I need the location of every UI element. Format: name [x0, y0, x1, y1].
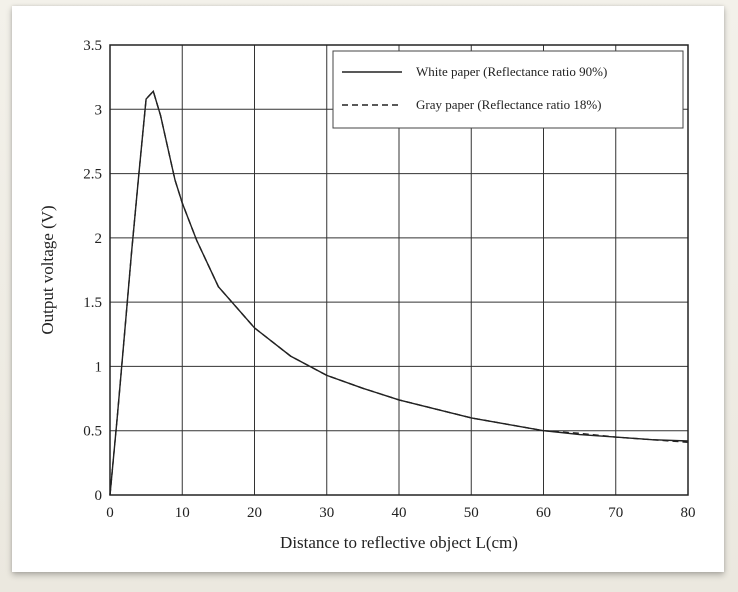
legend: White paper (Reflectance ratio 90%) Gray… — [332, 50, 684, 129]
legend-entry-gray-paper: Gray paper (Reflectance ratio 18%) — [416, 97, 602, 112]
x-axis-label: Distance to reflective object L(cm) — [280, 533, 518, 552]
legend-box — [332, 50, 684, 129]
y-axis-label: Output voltage (V) — [38, 205, 57, 334]
x-tick-label: 50 — [464, 505, 479, 521]
y-tick-label: 2 — [95, 231, 103, 247]
x-tick-label: 70 — [608, 505, 623, 521]
y-tick-label: 0.5 — [83, 424, 102, 440]
x-tick-label: 10 — [175, 505, 190, 521]
y-tick-label: 1 — [95, 359, 103, 375]
x-tick-label: 40 — [392, 505, 407, 521]
series-lines — [109, 89, 689, 496]
y-tick-label: 2.5 — [83, 167, 102, 183]
y-tick-label: 1.5 — [83, 295, 102, 311]
y-tick-label: 3 — [95, 102, 103, 118]
x-tick-label: 0 — [106, 505, 114, 521]
x-tick-label: 80 — [681, 505, 696, 521]
y-tick-label: 0 — [95, 488, 103, 504]
plot-frame — [109, 44, 689, 496]
x-tick-labels: 0 10 20 30 40 50 60 70 80 — [106, 505, 695, 521]
series-line-gray-paper — [109, 89, 689, 496]
y-tick-labels: 0 0.5 1 1.5 2 2.5 3 3.5 — [83, 38, 102, 504]
x-tick-label: 30 — [319, 505, 334, 521]
x-tick-label: 20 — [247, 505, 262, 521]
legend-entry-white-paper: White paper (Reflectance ratio 90%) — [416, 64, 607, 79]
y-tick-label: 3.5 — [83, 38, 102, 54]
x-tick-label: 60 — [536, 505, 551, 521]
